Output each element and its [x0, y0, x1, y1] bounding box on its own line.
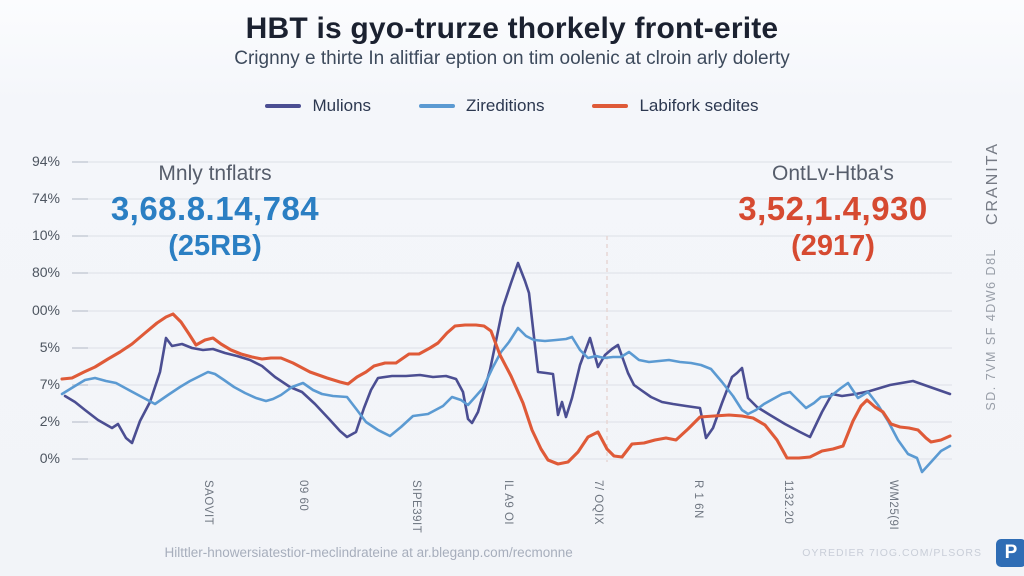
series-line-labifork-sedites [60, 312, 952, 466]
stat-callout-left: Mnly tnflatrs 3,68.8.14,784 (25RB) [110, 162, 320, 263]
y-axis-tick-label: 7% [39, 376, 60, 392]
stat-left-label: Mnly tnflatrs [158, 162, 272, 185]
legend-line-swatch [419, 104, 456, 108]
legend: Mulions Zireditions Labifork sedites [0, 96, 1024, 116]
stat-right-value: 3,52,1.4,930 [738, 190, 928, 227]
series-line-mulions [63, 261, 952, 445]
stat-right-label: OntLv-Htba's [772, 162, 894, 185]
side-text-big: CRANITA [984, 142, 1001, 226]
legend-line-swatch [265, 104, 302, 108]
watermark-text: OYREDIER 7IOG.COM/PLSORS [802, 547, 982, 559]
y-axis-tick-label: 00% [31, 302, 60, 318]
legend-item-3: Labifork sedites [592, 96, 759, 116]
y-axis-tick-label: 10% [31, 227, 60, 243]
y-axis-tick-label: 80% [31, 264, 60, 280]
x-axis-tick-label: WM25(9I [887, 480, 899, 531]
y-axis-tick-label: 74% [31, 190, 60, 206]
brand-logo-letter: P [1004, 542, 1018, 563]
legend-item-2: Zireditions [419, 96, 544, 116]
y-axis-tick-label: 2% [39, 413, 60, 429]
stat-left-value: 3,68.8.14,784 [110, 190, 320, 227]
page-title: HBT is gyo-trurze thorkely front-erite [245, 12, 779, 45]
legend-line-swatch [592, 104, 629, 108]
legend-label: Labifork sedites [639, 96, 759, 115]
x-axis-tick-label: 7/ OQIX [592, 480, 604, 526]
y-axis-tick-label: 5% [39, 339, 60, 355]
footer-text: Hilttler-hnowersiatestior-meclindrateine… [164, 545, 573, 560]
brand-logo: P [996, 539, 1024, 567]
legend-label: Mulions [312, 96, 372, 115]
page-subtitle: Crignny e thirte In alitfiar eption on t… [234, 48, 790, 69]
legend-item-1: Mulions [265, 96, 371, 116]
legend-label: Zireditions [466, 96, 545, 115]
side-text-small: SD. 7VM SF 4DW6 D8L [984, 248, 998, 411]
x-axis-tick-label: SAOVIT [202, 480, 214, 526]
stat-left-subvalue: (25RB) [168, 230, 262, 262]
x-axis-tick-label: R 1 6N [692, 480, 704, 519]
x-axis-tick-label: SIPE39IT [410, 480, 422, 534]
series-line-zireditions [60, 326, 952, 474]
x-axis-tick-label: IL A9 OI [502, 480, 514, 526]
y-axis-tick-label: 94% [31, 153, 60, 169]
stat-right-subvalue: (2917) [791, 230, 875, 262]
x-axis-tick-label: 09 60 [297, 480, 309, 512]
stat-callout-right: OntLv-Htba's 3,52,1.4,930 (2917) [728, 162, 938, 263]
y-axis-tick-label: 0% [39, 450, 60, 466]
x-axis-tick-label: 1132.20 [782, 480, 794, 525]
